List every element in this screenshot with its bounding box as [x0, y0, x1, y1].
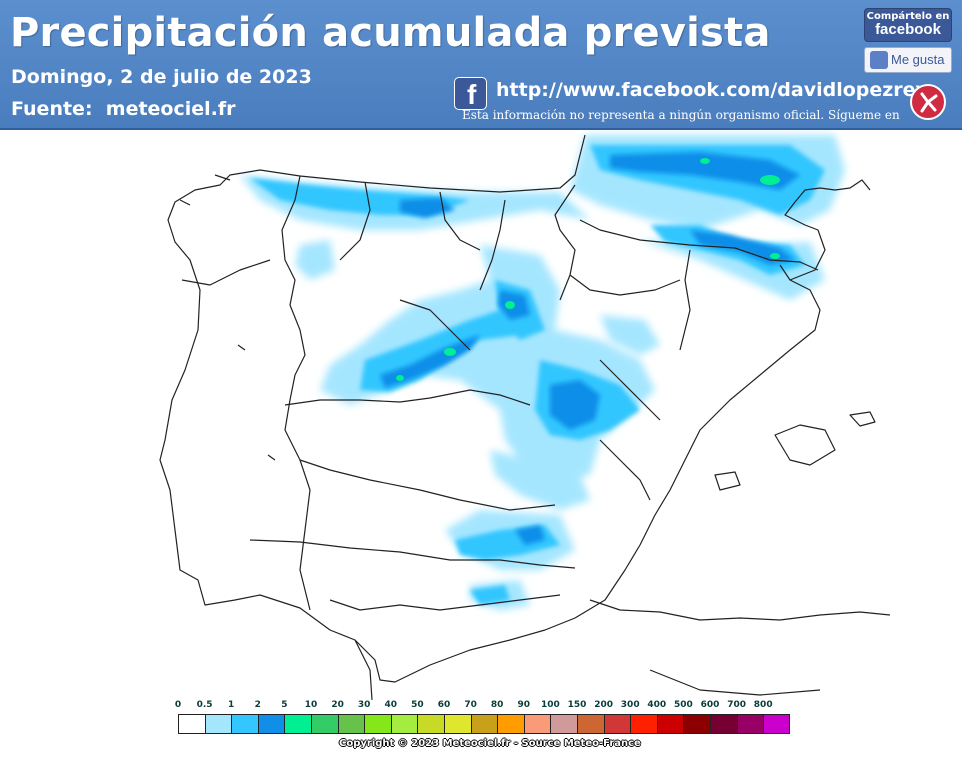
legend-level-label: 500 [673, 700, 693, 710]
data-source: Fuente: meteociel.fr [11, 98, 236, 120]
copyright-text: Copyright © 2023 Meteociel.fr - Source M… [339, 738, 641, 749]
legend-level-label: 300 [620, 700, 640, 710]
legend-swatch [630, 714, 658, 734]
legend-level-label: 80 [490, 700, 504, 710]
coastlines-and-borders [159, 134, 891, 701]
legend-swatch [257, 714, 285, 734]
legend-swatch [656, 714, 684, 734]
legend-swatch [178, 714, 205, 734]
legend-swatch [710, 714, 737, 734]
legend-swatch [364, 714, 392, 734]
legend-level-label: 200 [594, 700, 613, 710]
legend-swatch [204, 714, 232, 734]
precipitation-legend: 0 0.5 1 2 5 10 20 30 40 50 60 70 80 90 100 150 200 300 400… [0, 698, 962, 768]
precipitation-heavy [380, 152, 800, 545]
legend-level-label: 0.5 [196, 700, 213, 710]
legend-swatch [390, 714, 418, 734]
facebook-link[interactable]: http://www.facebook.com/davidlopezrey [496, 79, 928, 101]
legend-level-label: 1 [228, 700, 235, 710]
legend-swatch [763, 714, 791, 734]
precipitation-peak [396, 158, 780, 381]
legend-swatch [417, 714, 445, 734]
legend-level-label: 150 [567, 700, 587, 710]
share-label: Compártelo en [866, 11, 950, 22]
forecast-date: Domingo, 2 de julio de 2023 [11, 66, 312, 88]
legend-level-label: 90 [517, 700, 531, 710]
legend-level-label: 800 [753, 700, 773, 710]
legend-level-label: 70 [464, 700, 477, 710]
like-button[interactable]: Me gusta [864, 47, 952, 73]
legend-swatch [550, 714, 578, 734]
logo-mark [920, 92, 938, 113]
page-title: Precipitación acumulada prevista [10, 10, 771, 56]
legend-level-label: 0 [174, 700, 182, 710]
legend-level-label: 40 [384, 700, 398, 710]
like-label: Me gusta [891, 52, 945, 67]
legend-swatch [284, 714, 312, 734]
legend-swatch [577, 714, 604, 734]
legend-swatch [683, 714, 711, 734]
disclaimer-text: Esta información no representa a ningún … [462, 108, 900, 122]
legend-level-label: 60 [437, 700, 451, 710]
legend-level-label: 700 [727, 700, 746, 710]
legend-swatch [337, 714, 365, 734]
facebook-wordmark: facebook [875, 21, 941, 38]
precipitation-map [159, 134, 891, 701]
legend-swatch [470, 714, 498, 734]
legend-level-label: 10 [304, 700, 318, 710]
legend-swatch [231, 714, 259, 734]
legend-swatch [523, 714, 551, 734]
facebook-glyph: f [467, 79, 477, 110]
legend-level-label: 400 [647, 700, 667, 710]
author-logo-icon[interactable] [910, 84, 946, 120]
legend-level-label: 100 [540, 700, 560, 710]
legend-level-label: 50 [411, 700, 424, 710]
header-banner: Precipitación acumulada prevista Domingo… [0, 0, 962, 130]
legend-level-label: 30 [357, 700, 371, 710]
legend-level-label: 2 [254, 700, 261, 710]
legend-level-label: 600 [700, 700, 720, 710]
legend-level-label: 5 [281, 700, 288, 710]
legend-swatch [311, 714, 338, 734]
legend-swatch [444, 714, 471, 734]
legend-swatch [603, 714, 631, 734]
thumbs-up-icon [870, 51, 888, 69]
legend-level-label: 20 [331, 700, 344, 710]
facebook-icon[interactable]: f [454, 77, 487, 110]
legend-swatch [497, 714, 525, 734]
legend-swatch [736, 714, 764, 734]
share-facebook-button[interactable]: Compártelo en facebook [864, 8, 952, 42]
